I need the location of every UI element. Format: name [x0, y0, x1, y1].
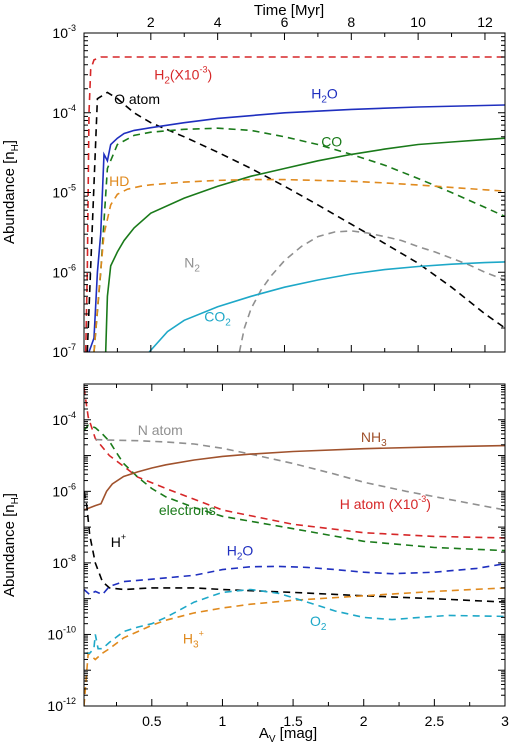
- top-series-h2o: [88, 104, 505, 352]
- bottom-label-h3_plus: H3+: [183, 629, 204, 651]
- top-y-tick-label: 10-7: [52, 342, 76, 360]
- top-y-tick-label: 10-5: [52, 183, 76, 201]
- bottom-series-h_atom: [84, 387, 505, 539]
- bottom-series-labels: N atom NH3 electrons H atom (X10-3) H+ H2O O2 H…: [111, 422, 431, 651]
- top-label-n2: N2: [184, 254, 200, 274]
- bottom-x-axis-label: AV [mag]: [259, 725, 317, 744]
- bottom-label-h_plus: H+: [111, 532, 126, 550]
- top-series-co: [104, 137, 505, 352]
- bottom-panel: N atom NH3 electrons H atom (X10-3) H+ H2O O2 H…: [1, 383, 509, 744]
- bottom-y-axis-label: Abundance [nH]: [1, 493, 21, 597]
- top-x-tick-label: 10: [410, 14, 426, 30]
- top-series-n2: [238, 230, 505, 352]
- bottom-series-o2: [85, 588, 505, 654]
- bottom-y-tick-label: 10-12: [47, 696, 76, 714]
- top-series-h2: [84, 56, 505, 352]
- bottom-series-group: [84, 387, 505, 706]
- bottom-label-electrons: electrons: [159, 502, 216, 518]
- bottom-label-h_atom: H atom (X10-3): [340, 494, 431, 512]
- top-panel: O atom H2(X10-3) H2O CO HD N2 CO2 2 4 6 8 10 12 10-…: [1, 2, 506, 360]
- bottom-series-electrons: [84, 424, 505, 552]
- top-label-co: CO: [321, 133, 342, 149]
- bottom-x-tick-label: 1: [219, 713, 227, 729]
- bottom-label-nh3: NH3: [361, 429, 387, 449]
- top-x-tick-label: 2: [147, 14, 155, 30]
- bottom-x-tick-label: 2: [360, 713, 368, 729]
- bottom-series-h2o: [84, 562, 505, 596]
- top-plot-frame: [83, 32, 506, 353]
- top-label-co2: CO2: [204, 309, 231, 329]
- top-x-axis-label: Time [Myr]: [254, 2, 324, 19]
- top-label-o_atom: O atom: [114, 91, 160, 107]
- bottom-label-h2o: H2O: [227, 543, 254, 563]
- top-x-tick-label: 6: [281, 14, 289, 30]
- top-series-o_atom: [86, 91, 505, 352]
- bottom-plot-frame: [83, 383, 506, 707]
- bottom-series-nh3: [84, 444, 505, 511]
- bottom-x-tick-label: 1.5: [283, 713, 303, 729]
- top-y-axis-ticks: 10-7 10-6 10-5 10-4 10-3: [52, 23, 505, 360]
- top-label-h2: H2(X10-3): [154, 65, 212, 87]
- bottom-series-h_plus: [84, 491, 505, 603]
- top-x-tick-label: 4: [214, 14, 222, 30]
- top-series-co2: [148, 261, 505, 352]
- top-y-tick-label: 10-4: [52, 103, 76, 121]
- bottom-y-tick-label: 10-8: [52, 553, 76, 571]
- bottom-y-tick-label: 10-10: [47, 624, 76, 642]
- top-y-axis-label: Abundance [nH]: [1, 140, 21, 244]
- bottom-series-n_atom: [95, 438, 505, 511]
- bottom-label-o2: O2: [310, 613, 327, 633]
- top-y-tick-label: 10-6: [52, 262, 76, 280]
- top-label-h2o: H2O: [311, 86, 338, 106]
- top-series-co_dash: [93, 127, 505, 352]
- bottom-label-n_atom: N atom: [138, 422, 183, 438]
- bottom-x-tick-label: 3: [501, 713, 509, 729]
- top-series-hd: [93, 178, 505, 352]
- bottom-y-tick-label: 10-4: [52, 410, 76, 428]
- top-label-hd: HD: [109, 173, 129, 189]
- bottom-series-h3_plus: [84, 587, 505, 706]
- bottom-x-tick-label: 2.5: [425, 713, 445, 729]
- bottom-y-tick-label: 10-6: [52, 481, 76, 499]
- top-series-labels: O atom H2(X10-3) H2O CO HD N2 CO2: [109, 65, 342, 329]
- top-x-tick-label: 12: [477, 14, 493, 30]
- top-x-axis-ticks: 2 4 6 8 10 12: [83, 14, 493, 352]
- bottom-y-axis-ticks: 10-12 10-10 10-8 10-6 10-4: [47, 383, 505, 714]
- top-x-tick-label: 8: [347, 14, 355, 30]
- bottom-x-axis-ticks: 0.5 1 1.5 2 2.5 3: [115, 384, 509, 729]
- top-y-tick-label: 10-3: [52, 23, 76, 41]
- top-series-group: [84, 56, 505, 352]
- bottom-x-tick-label: 0.5: [142, 713, 162, 729]
